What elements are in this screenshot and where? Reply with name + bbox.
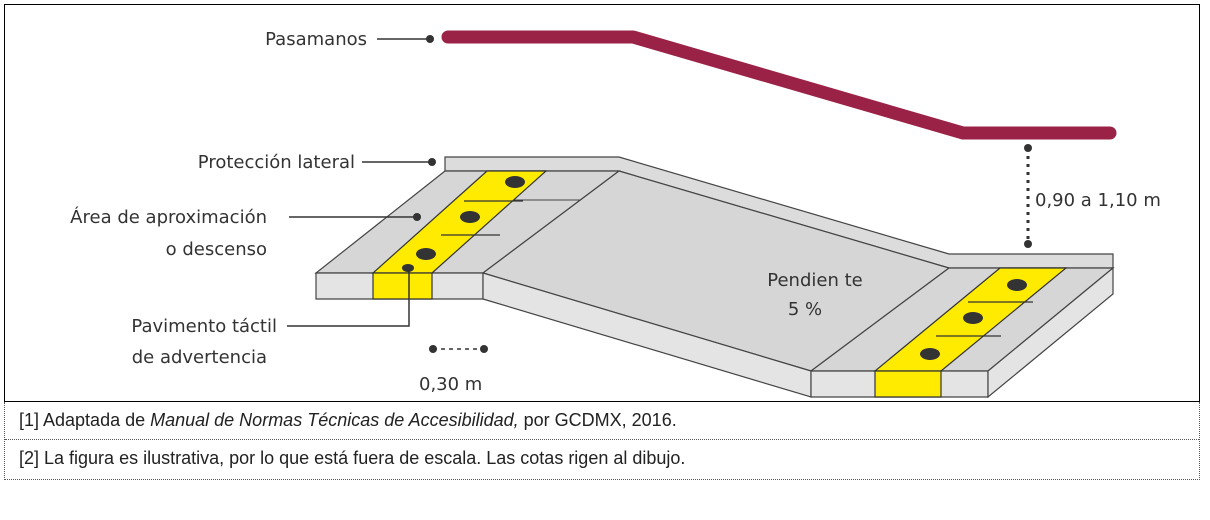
tactile-strip-left-face bbox=[372, 272, 433, 300]
label-slope-value: 5 % bbox=[788, 299, 822, 320]
tactile-dot bbox=[416, 248, 436, 260]
tactile-dot bbox=[505, 176, 525, 188]
label-slope: Pendien te bbox=[767, 270, 862, 291]
right-platform-side bbox=[987, 266, 1114, 399]
note-source-prefix: [1] Adaptada de bbox=[19, 410, 151, 430]
tactile-dot bbox=[402, 264, 414, 272]
handrail-bar bbox=[441, 30, 1117, 140]
ramp-figure: Pasamanos Protección lateral Área de apr… bbox=[4, 4, 1200, 402]
label-side-protection: Protección lateral bbox=[198, 152, 355, 173]
tactile-dot bbox=[963, 312, 983, 324]
label-approach-area-line2: o descenso bbox=[166, 239, 267, 260]
notes-divider bbox=[5, 439, 1199, 440]
note-source-title: Manual de Normas Técnicas de Accesibilid… bbox=[150, 410, 519, 430]
figure-notes: [1] Adaptada de Manual de Normas Técnica… bbox=[4, 402, 1200, 480]
tactile-dot bbox=[1007, 279, 1027, 291]
tactile-strip-right-face bbox=[874, 370, 942, 398]
label-height-dimension: 0,90 a 1,10 m bbox=[1035, 190, 1161, 211]
ramp-diagram: Pasamanos Protección lateral Área de apr… bbox=[70, 29, 1161, 399]
note-source: [1] Adaptada de Manual de Normas Técnica… bbox=[19, 410, 677, 431]
label-tactile-paving: Pavimento táctil bbox=[131, 316, 277, 337]
note-scale: [2] La figura es ilustrativa, por lo que… bbox=[19, 448, 686, 468]
tactile-dot bbox=[460, 211, 480, 223]
label-approach-area: Área de aproximación bbox=[70, 206, 267, 228]
label-handrail: Pasamanos bbox=[265, 29, 367, 50]
tactile-dot bbox=[920, 348, 940, 360]
label-width-dimension: 0,30 m bbox=[419, 374, 482, 395]
note-source-suffix: por GCDMX, 2016. bbox=[518, 410, 677, 430]
label-tactile-paving-line2: de advertencia bbox=[132, 347, 267, 368]
